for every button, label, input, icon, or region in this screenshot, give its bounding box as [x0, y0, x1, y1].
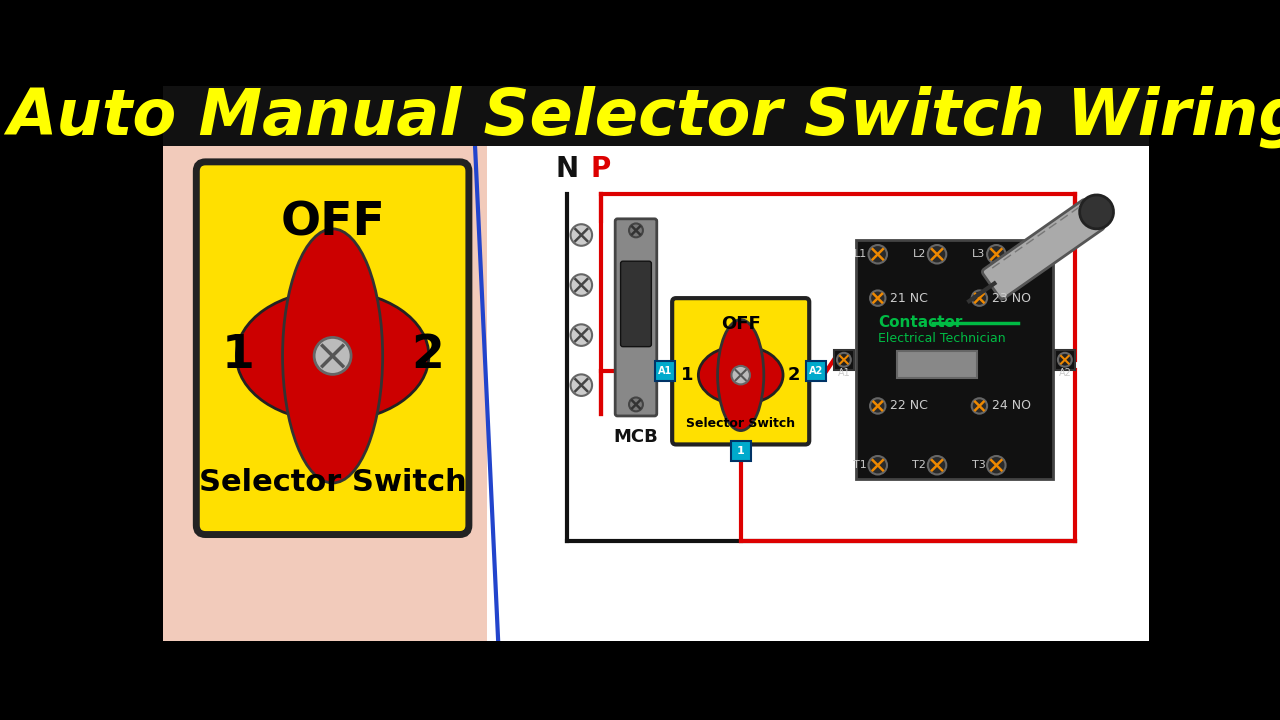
Text: 2: 2	[787, 366, 800, 384]
Circle shape	[869, 456, 887, 474]
Text: A1: A1	[658, 366, 672, 377]
Circle shape	[731, 366, 750, 384]
Circle shape	[1059, 353, 1071, 366]
Ellipse shape	[699, 346, 783, 405]
FancyBboxPatch shape	[621, 261, 652, 346]
FancyBboxPatch shape	[672, 298, 809, 444]
Text: Electrical Technician: Electrical Technician	[878, 332, 1005, 345]
Circle shape	[314, 338, 351, 374]
Circle shape	[571, 224, 593, 246]
Circle shape	[571, 374, 593, 396]
Text: Contactor: Contactor	[878, 315, 963, 330]
Text: 1: 1	[221, 333, 255, 379]
Text: OFF: OFF	[721, 315, 760, 333]
Text: 21 NC: 21 NC	[890, 292, 928, 305]
FancyBboxPatch shape	[164, 86, 1149, 146]
Text: L3: L3	[973, 249, 986, 259]
Text: N: N	[556, 155, 579, 183]
Circle shape	[987, 456, 1006, 474]
FancyBboxPatch shape	[196, 162, 468, 534]
Text: 22 NC: 22 NC	[890, 400, 928, 413]
Text: T2: T2	[913, 460, 927, 470]
Circle shape	[571, 274, 593, 296]
Text: Selector Switch: Selector Switch	[686, 417, 795, 430]
Circle shape	[972, 290, 987, 306]
Text: 24 NO: 24 NO	[992, 400, 1030, 413]
FancyBboxPatch shape	[897, 351, 977, 378]
Circle shape	[870, 290, 886, 306]
Text: MCB: MCB	[613, 428, 658, 446]
FancyBboxPatch shape	[486, 146, 1149, 641]
Text: 2: 2	[411, 333, 444, 379]
Text: Auto Manual Selector Switch Wiring: Auto Manual Selector Switch Wiring	[8, 85, 1280, 148]
Text: A1: A1	[837, 368, 850, 378]
Circle shape	[628, 397, 643, 411]
Circle shape	[1079, 195, 1114, 229]
Circle shape	[928, 245, 946, 264]
Text: A2: A2	[1059, 368, 1071, 378]
Text: P: P	[590, 155, 611, 183]
Text: A2: A2	[809, 366, 823, 377]
Ellipse shape	[718, 320, 764, 431]
Text: T3: T3	[972, 460, 986, 470]
FancyBboxPatch shape	[982, 199, 1105, 299]
Circle shape	[571, 324, 593, 346]
Text: L1: L1	[854, 249, 867, 259]
Text: 23 NO: 23 NO	[992, 292, 1030, 305]
Text: L2: L2	[913, 249, 927, 259]
FancyBboxPatch shape	[655, 361, 676, 382]
Text: Selector Switch: Selector Switch	[198, 469, 466, 498]
Circle shape	[987, 245, 1006, 264]
Circle shape	[837, 353, 851, 366]
FancyBboxPatch shape	[806, 361, 826, 382]
Circle shape	[628, 223, 643, 238]
Text: OFF: OFF	[280, 201, 385, 246]
Text: 1: 1	[737, 446, 745, 456]
FancyBboxPatch shape	[616, 219, 657, 416]
Ellipse shape	[283, 229, 383, 483]
Circle shape	[869, 245, 887, 264]
FancyBboxPatch shape	[731, 441, 750, 462]
FancyBboxPatch shape	[1055, 350, 1075, 370]
Text: T1: T1	[854, 460, 867, 470]
Ellipse shape	[237, 290, 429, 421]
Circle shape	[972, 398, 987, 414]
FancyBboxPatch shape	[856, 240, 1052, 479]
Circle shape	[928, 456, 946, 474]
FancyBboxPatch shape	[164, 146, 486, 641]
Text: 1: 1	[681, 366, 694, 384]
Circle shape	[870, 398, 886, 414]
FancyBboxPatch shape	[833, 350, 854, 370]
